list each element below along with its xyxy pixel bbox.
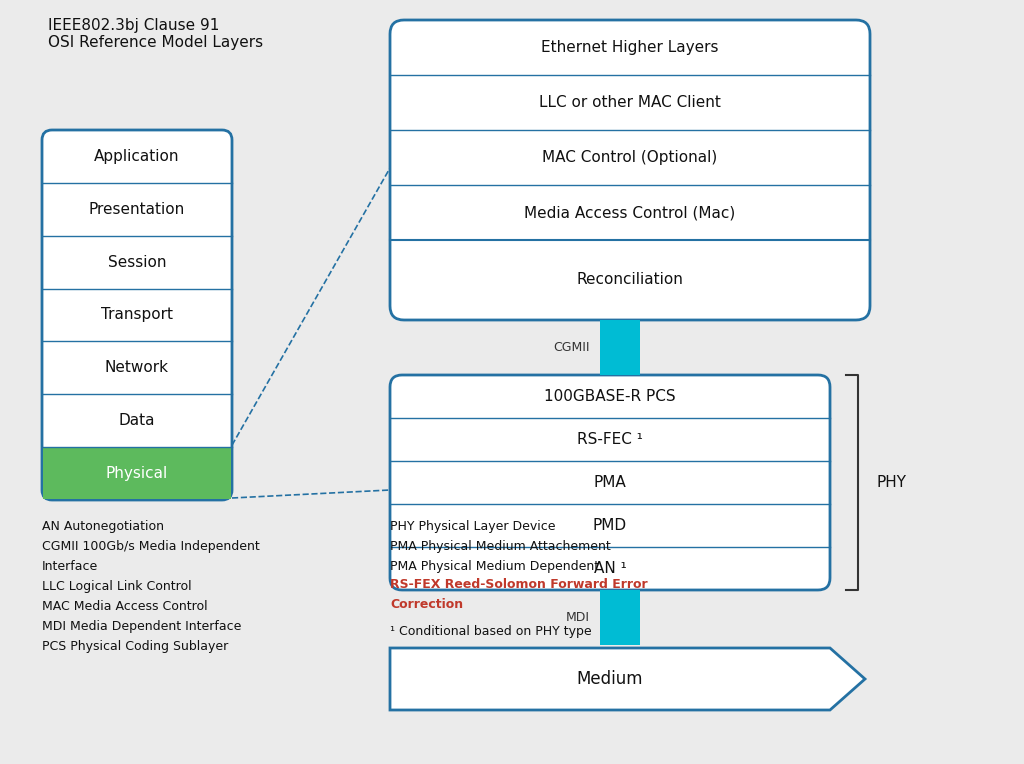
Text: RS-FEX Reed-Solomon Forward Error
Correction: RS-FEX Reed-Solomon Forward Error Correc… bbox=[390, 578, 647, 611]
FancyBboxPatch shape bbox=[390, 375, 830, 590]
Text: IEEE802.3bj Clause 91
OSI Reference Model Layers: IEEE802.3bj Clause 91 OSI Reference Mode… bbox=[48, 18, 263, 50]
Text: Physical: Physical bbox=[105, 466, 168, 481]
Text: Network: Network bbox=[105, 361, 169, 375]
FancyBboxPatch shape bbox=[42, 130, 232, 500]
Text: PMD: PMD bbox=[593, 518, 627, 533]
FancyBboxPatch shape bbox=[390, 20, 870, 320]
Text: CGMII: CGMII bbox=[554, 341, 590, 354]
Text: ¹ Conditional based on PHY type: ¹ Conditional based on PHY type bbox=[390, 625, 592, 638]
Text: Application: Application bbox=[94, 149, 180, 164]
Text: Medium: Medium bbox=[577, 670, 643, 688]
Text: RS-FEC ¹: RS-FEC ¹ bbox=[578, 432, 643, 447]
Text: MAC Control (Optional): MAC Control (Optional) bbox=[543, 150, 718, 165]
Text: MDI: MDI bbox=[566, 611, 590, 624]
Bar bbox=[600, 590, 640, 645]
Text: PHY Physical Layer Device
PMA Physical Medium Attachement
PMA Physical Medium De: PHY Physical Layer Device PMA Physical M… bbox=[390, 520, 610, 573]
Text: AN Autonegotiation
CGMII 100Gb/s Media Independent
Interface
LLC Logical Link Co: AN Autonegotiation CGMII 100Gb/s Media I… bbox=[42, 520, 260, 653]
Polygon shape bbox=[390, 648, 865, 710]
Text: Media Access Control (Mac): Media Access Control (Mac) bbox=[524, 205, 735, 220]
Bar bbox=[43, 448, 231, 499]
Text: PMA: PMA bbox=[594, 475, 627, 490]
Text: LLC or other MAC Client: LLC or other MAC Client bbox=[539, 95, 721, 110]
Text: Ethernet Higher Layers: Ethernet Higher Layers bbox=[542, 40, 719, 55]
Text: Transport: Transport bbox=[101, 307, 173, 322]
Text: Data: Data bbox=[119, 413, 156, 428]
Text: Reconciliation: Reconciliation bbox=[577, 273, 683, 287]
Text: Presentation: Presentation bbox=[89, 202, 185, 217]
Text: 100GBASE-R PCS: 100GBASE-R PCS bbox=[544, 389, 676, 404]
Bar bbox=[600, 320, 640, 375]
Text: AN ¹: AN ¹ bbox=[594, 561, 627, 576]
Text: Session: Session bbox=[108, 254, 166, 270]
Text: PHY: PHY bbox=[876, 475, 906, 490]
